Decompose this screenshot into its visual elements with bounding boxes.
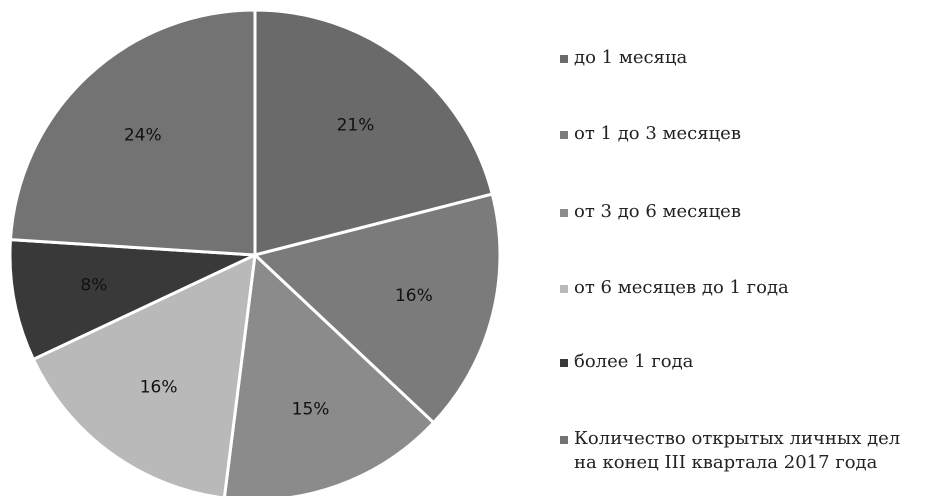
legend-item: от 1 до 3 месяцев [560, 122, 741, 146]
legend-label: Количество открытых личных дел на конец … [574, 428, 901, 473]
slice-data-label: 15% [292, 399, 330, 419]
slice-data-label: 21% [337, 115, 375, 135]
pie-slice [223, 251, 436, 496]
pie-slice [251, 192, 502, 425]
legend-item: более 1 года [560, 350, 693, 374]
legend-item: от 3 до 6 месяцев [560, 200, 741, 224]
slice-data-label: 8% [80, 276, 107, 296]
legend-label: от 1 до 3 месяцев [574, 123, 741, 144]
legend-swatch [560, 436, 568, 444]
pie-slice [8, 238, 256, 362]
pie-slice [31, 252, 257, 496]
legend-item: до 1 месяца [560, 46, 687, 70]
pie-slice [8, 8, 257, 257]
legend-label: от 3 до 6 месяцев [574, 201, 741, 222]
slice-data-label: 24% [124, 125, 162, 145]
legend-swatch [560, 131, 568, 139]
pie-slice [253, 8, 495, 257]
legend-swatch [560, 359, 568, 367]
legend-swatch [560, 285, 568, 293]
legend-item: Количество открытых личных дел на конец … [560, 427, 900, 475]
slice-data-label: 16% [395, 286, 433, 306]
legend-swatch [560, 55, 568, 63]
legend-label: более 1 года [574, 351, 694, 372]
slice-data-label: 16% [140, 378, 178, 398]
legend-swatch [560, 209, 568, 217]
legend-item: от 6 месяцев до 1 года [560, 276, 789, 300]
legend-label: до 1 месяца [574, 47, 688, 68]
legend-label: от 6 месяцев до 1 года [574, 277, 789, 298]
